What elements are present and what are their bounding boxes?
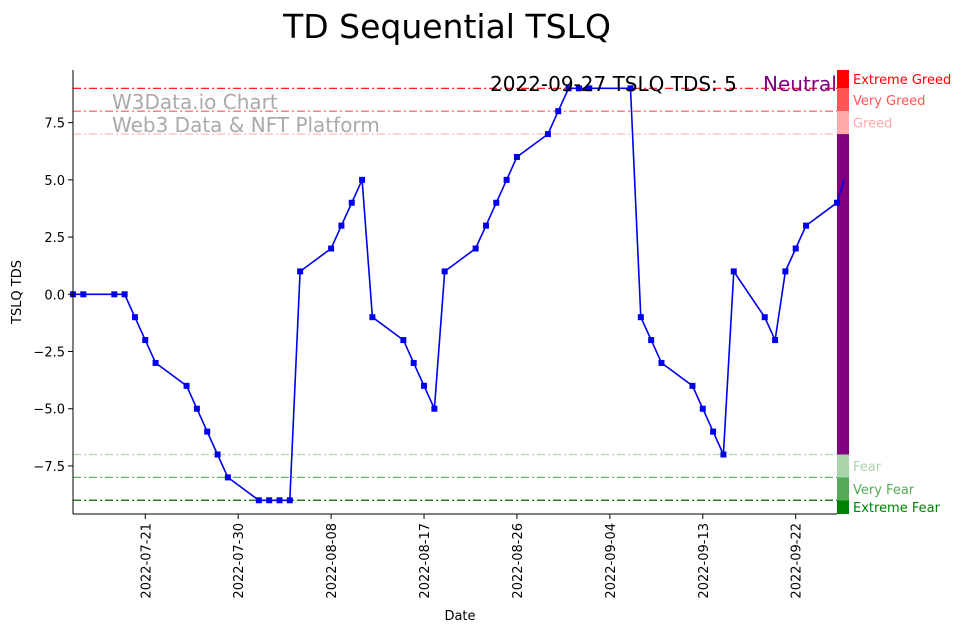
- data-point-46: [761, 314, 768, 321]
- data-point-49: [792, 245, 799, 252]
- y-tick-label-5: −5.0: [33, 403, 65, 418]
- data-point-15: [286, 497, 293, 504]
- x-tick-label-4: 2022-08-26: [511, 523, 526, 599]
- data-point-36: [586, 85, 593, 92]
- data-point-16: [297, 268, 304, 275]
- sentiment-zone-label-1: Very Greed: [853, 94, 925, 109]
- y-axis-label: TSLQ TDS: [10, 260, 25, 325]
- y-tick-label-2: 2.5: [44, 231, 65, 246]
- sentiment-zone-labels: Extreme Greed Very Greed Greed Fear Very Fea…: [853, 73, 951, 516]
- annotation-text: 2022-09-27 TSLQ TDS: 5: [490, 72, 737, 96]
- data-point-21: [369, 314, 376, 321]
- y-tick-label-0: 7.5: [44, 117, 65, 132]
- sentiment-zone-1: [837, 88, 849, 112]
- sentiment-zone-label-0: Extreme Greed: [853, 73, 951, 88]
- annotation-sentiment: Neutral: [763, 72, 837, 96]
- data-point-37: [627, 85, 634, 92]
- data-point-34: [565, 85, 572, 92]
- x-axis-ticks: 2022-07-21 2022-07-30 2022-08-08 2022-08-17…: [139, 514, 805, 599]
- data-point-2: [111, 291, 118, 298]
- data-point-11: [224, 474, 231, 481]
- watermark-line1: W3Data.io Chart: [112, 90, 278, 114]
- data-point-1: [80, 291, 87, 298]
- data-point-33: [555, 108, 562, 115]
- data-point-28: [482, 222, 489, 229]
- sentiment-zone-2: [837, 111, 849, 135]
- data-point-5: [142, 337, 149, 344]
- data-point-32: [544, 131, 551, 138]
- data-point-19: [348, 199, 355, 206]
- data-point-39: [648, 337, 655, 344]
- data-point-41: [689, 382, 696, 389]
- data-point-3: [121, 291, 128, 298]
- data-point-18: [338, 222, 345, 229]
- data-point-20: [359, 176, 366, 183]
- y-axis-ticks: 7.5 5.0 2.5 0.0 −2.5 −5.0 −7.5: [33, 117, 73, 475]
- data-point-23: [410, 359, 417, 366]
- sentiment-zone-5: [837, 477, 849, 501]
- data-point-9: [204, 428, 211, 435]
- sentiment-zone-label-5: Very Fear: [853, 483, 915, 498]
- data-point-8: [193, 405, 200, 412]
- x-tick-label-7: 2022-09-22: [790, 523, 805, 599]
- data-point-22: [400, 337, 407, 344]
- data-point-31: [513, 153, 520, 160]
- data-point-30: [503, 176, 510, 183]
- data-point-42: [699, 405, 706, 412]
- sentiment-zone-label-4: Fear: [853, 460, 882, 475]
- x-axis-label: Date: [444, 609, 475, 624]
- sentiment-zone-bar: [837, 70, 849, 514]
- data-point-48: [782, 268, 789, 275]
- data-point-43: [710, 428, 717, 435]
- reference-lines: [73, 87, 837, 501]
- sentiment-zone-0: [837, 70, 849, 89]
- data-point-45: [730, 268, 737, 275]
- x-tick-label-2: 2022-08-08: [325, 523, 340, 599]
- data-point-50: [803, 222, 810, 229]
- axes: [72, 70, 837, 515]
- data-point-6: [152, 359, 159, 366]
- data-point-35: [575, 85, 582, 92]
- data-point-14: [276, 497, 283, 504]
- data-point-7: [183, 382, 190, 389]
- data-point-13: [266, 497, 273, 504]
- y-tick-label-1: 5.0: [44, 174, 65, 189]
- sentiment-zone-4: [837, 454, 849, 478]
- data-point-25: [431, 405, 438, 412]
- x-tick-label-3: 2022-08-17: [418, 523, 433, 599]
- sentiment-zone-label-2: Greed: [853, 117, 892, 132]
- data-point-27: [472, 245, 479, 252]
- y-tick-label-3: 0.0: [44, 288, 65, 303]
- sentiment-zone-label-6: Extreme Fear: [853, 501, 941, 516]
- x-tick-label-1: 2022-07-30: [232, 523, 247, 599]
- data-point-44: [720, 451, 727, 458]
- data-point-17: [328, 245, 335, 252]
- watermark-line2: Web3 Data & NFT Platform: [112, 113, 380, 137]
- data-point-10: [214, 451, 221, 458]
- sentiment-zone-3: [837, 134, 849, 455]
- data-point-26: [441, 268, 448, 275]
- data-point-24: [421, 382, 428, 389]
- y-tick-label-6: −7.5: [33, 460, 65, 475]
- chart-title: TD Sequential TSLQ: [282, 7, 611, 46]
- x-tick-label-0: 2022-07-21: [139, 523, 154, 599]
- data-point-40: [658, 359, 665, 366]
- annotation: 2022-09-27 TSLQ TDS: 5 Neutral: [490, 72, 837, 96]
- data-series: [70, 85, 845, 504]
- series-line-0: [73, 87, 845, 502]
- data-point-4: [131, 314, 138, 321]
- data-point-47: [772, 337, 779, 344]
- x-tick-label-6: 2022-09-13: [697, 523, 712, 599]
- y-tick-label-4: −2.5: [33, 346, 65, 361]
- data-point-38: [637, 314, 644, 321]
- sentiment-zone-6: [837, 500, 849, 514]
- data-point-29: [493, 199, 500, 206]
- data-point-12: [255, 497, 262, 504]
- x-tick-label-5: 2022-09-04: [604, 523, 619, 599]
- data-point-51: [834, 199, 840, 206]
